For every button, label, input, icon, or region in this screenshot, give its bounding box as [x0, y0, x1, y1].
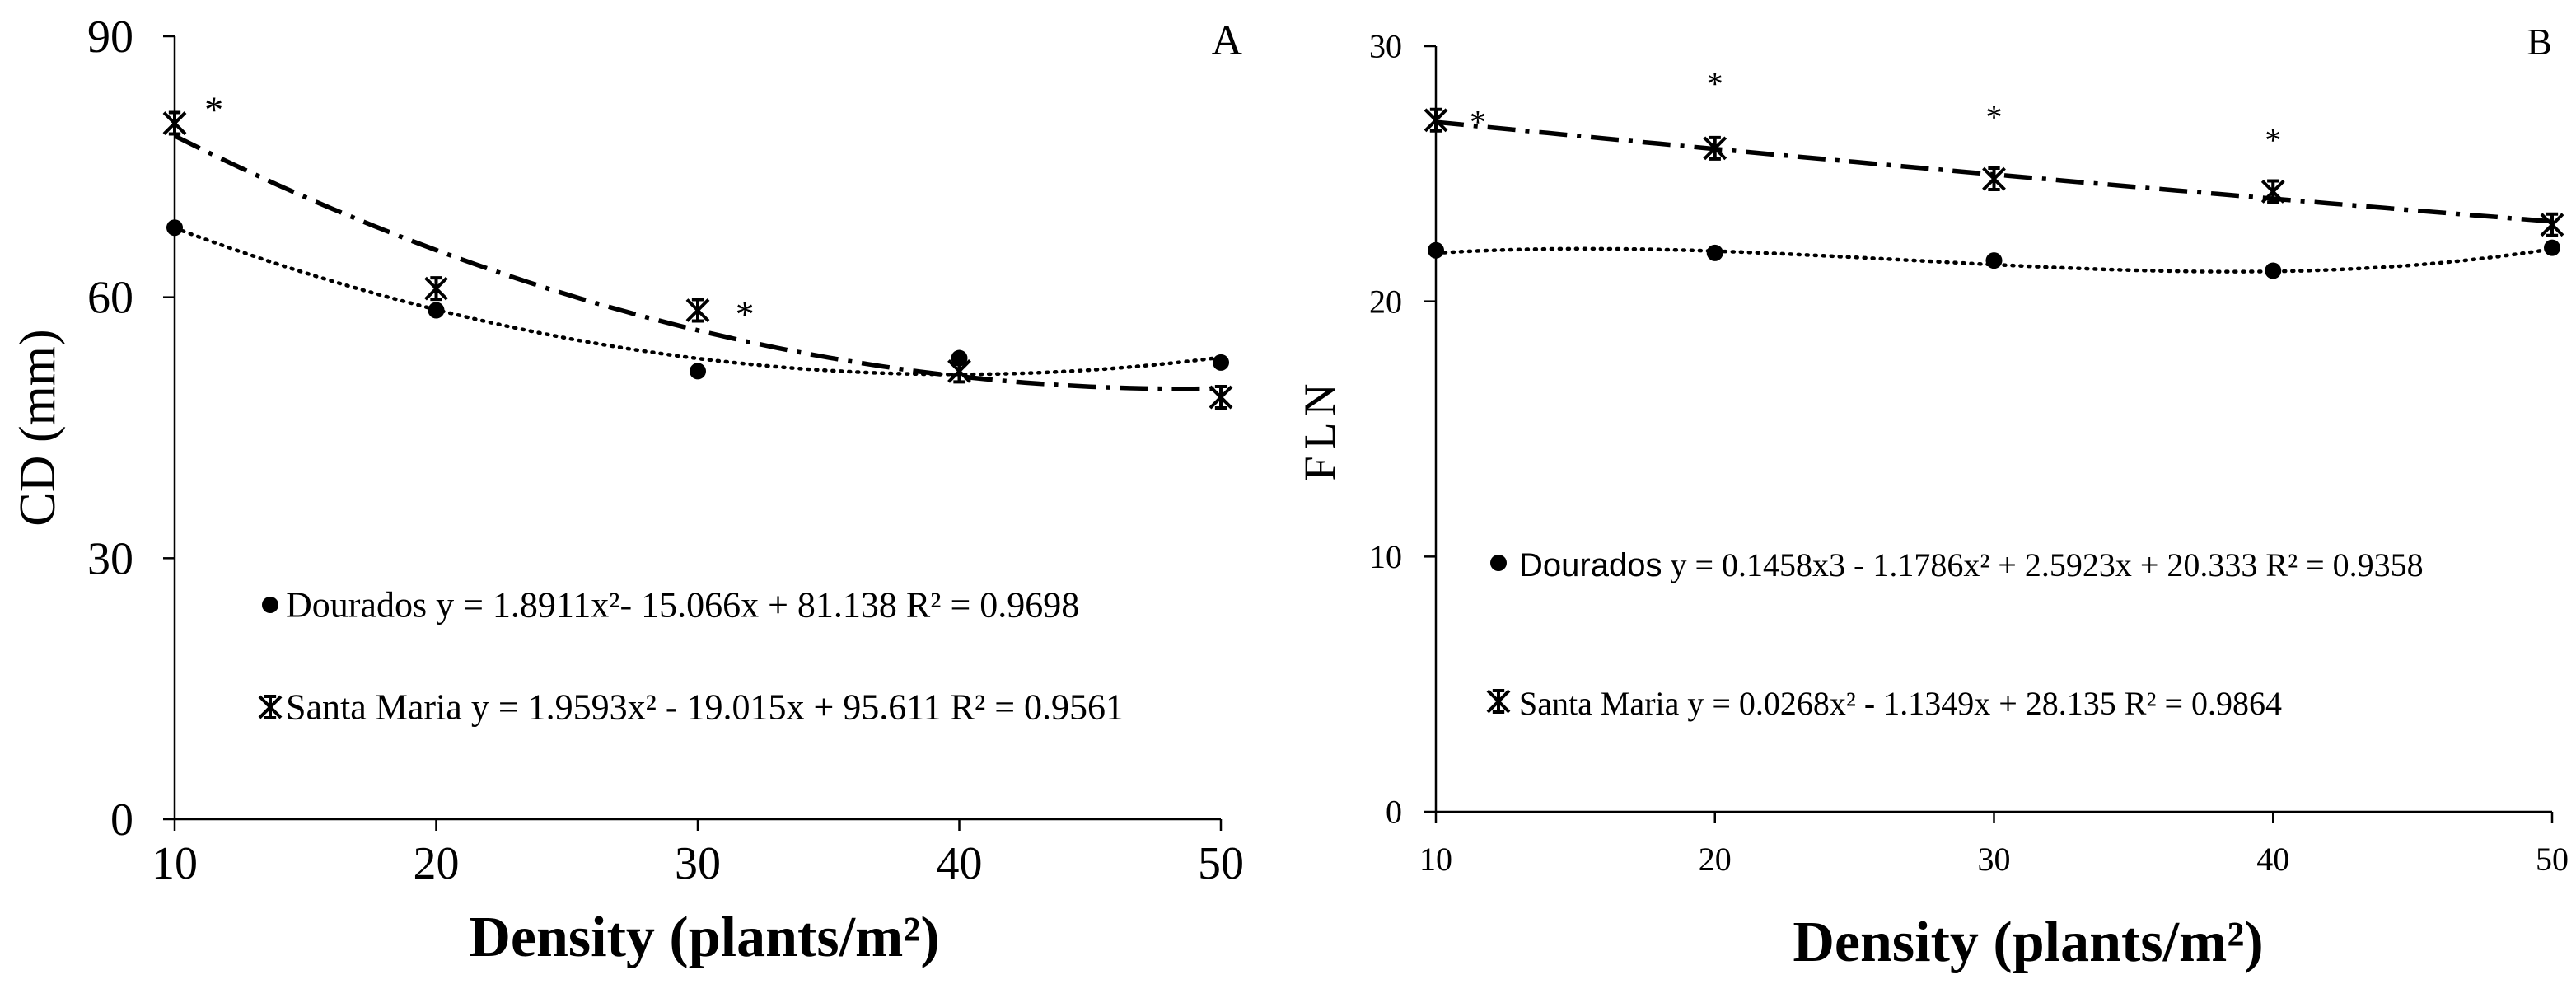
- data-point-dourados: [1706, 244, 1723, 261]
- x-tick-label: 50: [2536, 841, 2569, 878]
- y-tick-label: 0: [1386, 794, 1402, 831]
- y-tick-label: 0: [110, 794, 133, 846]
- data-point-dourados: [166, 219, 183, 237]
- significance-marker: *: [204, 88, 223, 130]
- panel-b: 0 10 20 30 10 20 30 40 50 B FLN Density (plants/m²)…: [1295, 21, 2569, 974]
- x-tick-label: 20: [1699, 841, 1732, 878]
- legend-entry: Dourados y = 0.1458x3 - 1.1786x² + 2.592…: [1519, 546, 2424, 583]
- data-point-santa-maria: [2260, 179, 2285, 204]
- x-tick-label: 10: [152, 838, 198, 889]
- data-point-dourados: [690, 363, 706, 380]
- significance-marker: *: [1707, 65, 1723, 102]
- x-tick-label: 40: [937, 838, 983, 889]
- panel-label: A: [1211, 17, 1242, 64]
- trend-line-dourados: [172, 226, 1223, 377]
- y-tick-label: 30: [87, 533, 133, 584]
- legend-marker: [258, 695, 283, 719]
- legend-entry: Santa Maria y = 1.9593x² - 19.015x + 95.…: [286, 687, 1124, 728]
- data-point-santa-maria: [1209, 385, 1233, 410]
- legend-equation: y = 0.1458x3 - 1.1786x² + 2.5923x + 20.3…: [1670, 546, 2423, 583]
- legend-series-name: Santa Maria: [286, 687, 462, 728]
- x-tick-label: 20: [414, 838, 460, 889]
- trend-line-santa-maria: [173, 134, 1222, 391]
- x-tick-label: 50: [1198, 838, 1244, 889]
- data-point-santa-maria: [947, 358, 971, 384]
- legend-series-name: Santa Maria: [1519, 685, 1680, 722]
- data-point-dourados: [1428, 241, 1444, 259]
- x-tick-label: 30: [1978, 841, 2011, 878]
- data-point-santa-maria: [685, 298, 710, 323]
- y-tick-label: 60: [87, 273, 133, 324]
- data-point-dourados: [2265, 262, 2282, 279]
- legend-series-name: Dourados: [1519, 547, 1662, 583]
- legend-equation: y = 1.9593x² - 19.015x + 95.611 R² = 0.9…: [471, 687, 1124, 728]
- x-tick-label: 30: [675, 838, 721, 889]
- y-tick-label: 90: [87, 12, 133, 63]
- data-point-dourados: [1985, 252, 2003, 269]
- legend-equation: y = 0.0268x² - 1.1349x + 28.135 R² = 0.9…: [1687, 685, 2282, 722]
- data-point-dourados: [2544, 239, 2560, 256]
- x-axis-title: Density (plants/m²): [469, 906, 939, 969]
- significance-marker: *: [1470, 104, 1486, 141]
- x-axis-title: Density (plants/m²): [1793, 911, 2263, 974]
- y-tick-label: 30: [1369, 28, 1402, 65]
- data-point-santa-maria: [424, 276, 448, 302]
- legend-marker: [1490, 555, 1507, 571]
- legend-marker: [262, 597, 278, 613]
- data-point-santa-maria: [1703, 135, 1727, 161]
- y-axis-title: FLN: [1295, 377, 1344, 480]
- legend-series-name: Dourados: [286, 585, 427, 626]
- legend-equation: y = 1.8911x²- 15.066x + 81.138 R² = 0.96…: [436, 585, 1079, 626]
- legend-entry: Santa Maria y = 0.0268x² - 1.1349x + 28.…: [1519, 685, 2282, 722]
- significance-marker: *: [1986, 98, 2003, 135]
- data-point-santa-maria: [2540, 212, 2564, 237]
- x-tick-label: 10: [1419, 841, 1452, 878]
- data-point-dourados: [1213, 354, 1229, 371]
- y-tick-label: 20: [1369, 283, 1402, 320]
- significance-marker: *: [736, 293, 755, 335]
- data-point-dourados: [951, 349, 968, 367]
- data-point-santa-maria: [1424, 107, 1448, 133]
- data-point-santa-maria: [1982, 166, 2006, 192]
- data-point-santa-maria: [162, 110, 187, 136]
- y-tick-label: 10: [1369, 538, 1402, 575]
- legend-entry: Dourados y = 1.8911x²- 15.066x + 81.138 …: [286, 585, 1079, 626]
- legend-marker: [1486, 689, 1511, 714]
- x-tick-label: 40: [2256, 841, 2289, 878]
- panel-a: 0 30 60 90 10 20 30 40 50 A CD (mm) Density (plants…: [10, 12, 1244, 969]
- panel-label: B: [2527, 21, 2552, 63]
- data-point-dourados: [428, 302, 445, 319]
- significance-marker: *: [2265, 121, 2281, 158]
- y-axis-title: CD (mm): [10, 329, 66, 526]
